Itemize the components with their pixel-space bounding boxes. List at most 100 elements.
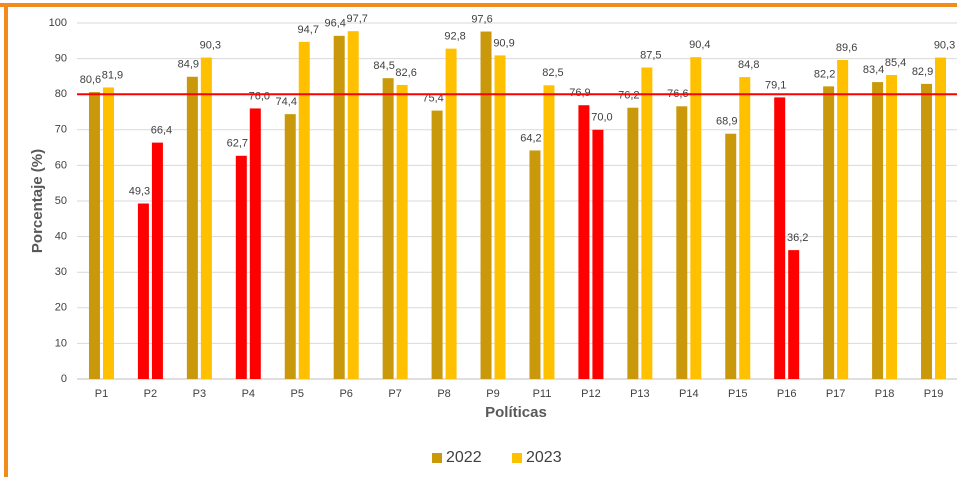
bar — [592, 129, 604, 379]
value-label: 89,6 — [836, 42, 857, 54]
bar — [739, 77, 751, 379]
bar — [151, 142, 163, 379]
x-tick-label: P14 — [679, 388, 699, 400]
x-tick-label: P9 — [486, 388, 499, 400]
y-tick-label: 100 — [49, 17, 67, 29]
bar — [494, 55, 506, 380]
bar — [200, 57, 212, 379]
bar — [347, 31, 359, 380]
bar — [935, 57, 947, 379]
x-tick-label: P17 — [826, 388, 846, 400]
value-label: 49,3 — [129, 185, 150, 197]
value-label: 96,4 — [324, 18, 345, 30]
bar — [543, 85, 555, 380]
bar — [676, 106, 688, 379]
bar — [431, 110, 443, 380]
value-label: 92,8 — [444, 31, 465, 43]
x-tick-label: P12 — [581, 388, 601, 400]
value-label: 76,0 — [249, 90, 270, 102]
value-label: 80,6 — [80, 74, 101, 86]
y-tick-label: 70 — [55, 124, 67, 136]
value-label: 76,2 — [618, 90, 639, 102]
bar — [102, 87, 114, 379]
bar — [578, 105, 590, 380]
y-tick-label: 80 — [55, 88, 67, 100]
bar — [788, 250, 800, 379]
bar — [396, 84, 408, 379]
x-tick-label: P18 — [875, 388, 895, 400]
value-label: 97,6 — [471, 13, 492, 25]
value-label: 79,1 — [765, 79, 786, 91]
bar — [186, 76, 198, 380]
value-label: 74,4 — [276, 96, 297, 108]
value-label: 64,2 — [520, 132, 541, 144]
bar — [837, 60, 849, 380]
x-tick-label: P1 — [95, 388, 108, 400]
value-label: 82,5 — [542, 67, 563, 79]
value-label: 97,7 — [346, 13, 367, 25]
x-tick-label: P7 — [388, 388, 401, 400]
x-tick-label: P15 — [728, 388, 748, 400]
x-tick-label: P11 — [533, 388, 552, 400]
bar — [641, 67, 653, 379]
bar — [725, 133, 737, 379]
legend-swatch — [432, 453, 442, 463]
bar — [88, 92, 100, 380]
value-label: 82,9 — [912, 66, 933, 78]
bar — [249, 108, 261, 379]
bar — [284, 114, 296, 380]
bar — [382, 78, 394, 380]
value-label: 87,5 — [640, 49, 661, 61]
bar — [690, 57, 702, 380]
bar — [235, 155, 247, 379]
y-tick-label: 40 — [55, 231, 67, 243]
value-label: 84,8 — [738, 59, 759, 71]
value-label: 90,9 — [493, 37, 514, 49]
y-tick-label: 60 — [55, 159, 67, 171]
value-label: 84,9 — [178, 59, 199, 71]
legend-label: 2022 — [446, 449, 482, 466]
value-label: 36,2 — [787, 232, 808, 244]
x-tick-label: P19 — [924, 388, 944, 400]
bar — [872, 82, 884, 379]
value-label: 81,9 — [102, 69, 123, 81]
value-label: 76,9 — [569, 87, 590, 99]
bar — [333, 35, 345, 379]
bar — [823, 86, 835, 380]
y-tick-label: 10 — [55, 337, 67, 349]
bar — [774, 97, 786, 380]
value-label: 82,6 — [395, 67, 416, 79]
legend-label: 2023 — [526, 449, 562, 466]
value-label: 90,4 — [689, 39, 710, 51]
y-tick-label: 20 — [55, 302, 67, 314]
bar — [921, 83, 933, 379]
value-label: 75,4 — [422, 92, 443, 104]
x-tick-label: P5 — [291, 388, 304, 400]
value-label: 82,2 — [814, 68, 835, 80]
y-axis-title: Porcentaje (%) — [29, 149, 46, 253]
y-tick-label: 50 — [55, 195, 67, 207]
y-tick-label: 30 — [55, 266, 67, 278]
value-label: 90,3 — [200, 39, 221, 51]
bar — [529, 150, 541, 379]
value-label: 94,7 — [298, 24, 319, 36]
value-label: 62,7 — [227, 138, 248, 150]
y-tick-label: 0 — [61, 373, 67, 385]
x-tick-label: P3 — [193, 388, 206, 400]
value-label: 90,3 — [934, 39, 955, 51]
x-tick-label: P8 — [437, 388, 450, 400]
value-label: 68,9 — [716, 116, 737, 128]
value-label: 85,4 — [885, 57, 906, 69]
bar — [886, 74, 898, 379]
value-label: 84,5 — [373, 60, 394, 72]
x-tick-label: P2 — [144, 388, 157, 400]
bar — [137, 203, 149, 379]
x-tick-label: P4 — [242, 388, 255, 400]
y-tick-label: 90 — [55, 53, 67, 65]
x-tick-label: P16 — [777, 388, 797, 400]
bar — [480, 31, 492, 379]
bar — [298, 41, 310, 379]
x-axis-title: Políticas — [485, 404, 547, 421]
x-tick-label: P13 — [630, 388, 650, 400]
